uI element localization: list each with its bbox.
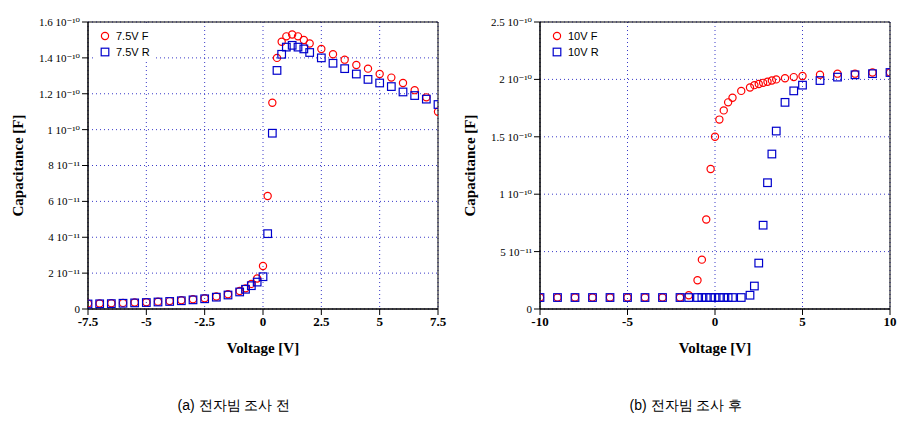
- svg-text:4 10⁻¹¹: 4 10⁻¹¹: [48, 231, 80, 243]
- svg-text:2.5 10⁻¹⁰: 2.5 10⁻¹⁰: [491, 16, 533, 28]
- html-text:7.5V R: 7.5V R: [116, 46, 150, 58]
- html-text:10V R: 10V R: [568, 46, 599, 58]
- svg-text:2 10⁻¹¹: 2 10⁻¹¹: [48, 267, 80, 279]
- svg-text:-2.5: -2.5: [194, 314, 215, 329]
- svg-text:Capacitance [F]: Capacitance [F]: [10, 114, 26, 216]
- svg-text:Voltage [V]: Voltage [V]: [227, 340, 299, 356]
- svg-text:1 10⁻¹⁰: 1 10⁻¹⁰: [47, 124, 80, 136]
- svg-text:5: 5: [376, 314, 383, 329]
- svg-text:-5: -5: [141, 314, 152, 329]
- svg-text:0: 0: [260, 314, 267, 329]
- svg-text:0: 0: [712, 314, 719, 329]
- svg-text:0: 0: [527, 303, 533, 315]
- svg-text:7.5: 7.5: [430, 314, 447, 329]
- svg-text:-5: -5: [622, 314, 633, 329]
- svg-text:-7.5: -7.5: [78, 314, 99, 329]
- svg-text:5 10⁻¹¹: 5 10⁻¹¹: [500, 246, 532, 258]
- svg-text:Voltage [V]: Voltage [V]: [679, 340, 751, 356]
- svg-text:1.5 10⁻¹⁰: 1.5 10⁻¹⁰: [491, 131, 533, 143]
- svg-text:6 10⁻¹¹: 6 10⁻¹¹: [48, 195, 80, 207]
- svg-text:1.4 10⁻¹⁰: 1.4 10⁻¹⁰: [39, 52, 81, 64]
- svg-text:10: 10: [884, 314, 897, 329]
- html-text:(a) 전자빔 조사 전: (a) 전자빔 조사 전: [177, 397, 291, 413]
- svg-text:2.5: 2.5: [313, 314, 330, 329]
- svg-text:8 10⁻¹¹: 8 10⁻¹¹: [48, 159, 80, 171]
- svg-text:1.2 10⁻¹⁰: 1.2 10⁻¹⁰: [39, 88, 81, 100]
- svg-text:Capacitance [F]: Capacitance [F]: [462, 114, 478, 216]
- html-text:(b) 전자빔 조사 후: (b) 전자빔 조사 후: [629, 397, 743, 413]
- svg-text:1.6 10⁻¹⁰: 1.6 10⁻¹⁰: [39, 16, 81, 28]
- svg-text:2 10⁻¹⁰: 2 10⁻¹⁰: [499, 73, 532, 85]
- html-text:7.5V F: 7.5V F: [116, 30, 149, 42]
- svg-text:5: 5: [799, 314, 806, 329]
- svg-text:1 10⁻¹⁰: 1 10⁻¹⁰: [499, 188, 532, 200]
- svg-text:0: 0: [75, 303, 81, 315]
- svg-text:-10: -10: [531, 314, 548, 329]
- html-text:10V F: 10V F: [568, 30, 598, 42]
